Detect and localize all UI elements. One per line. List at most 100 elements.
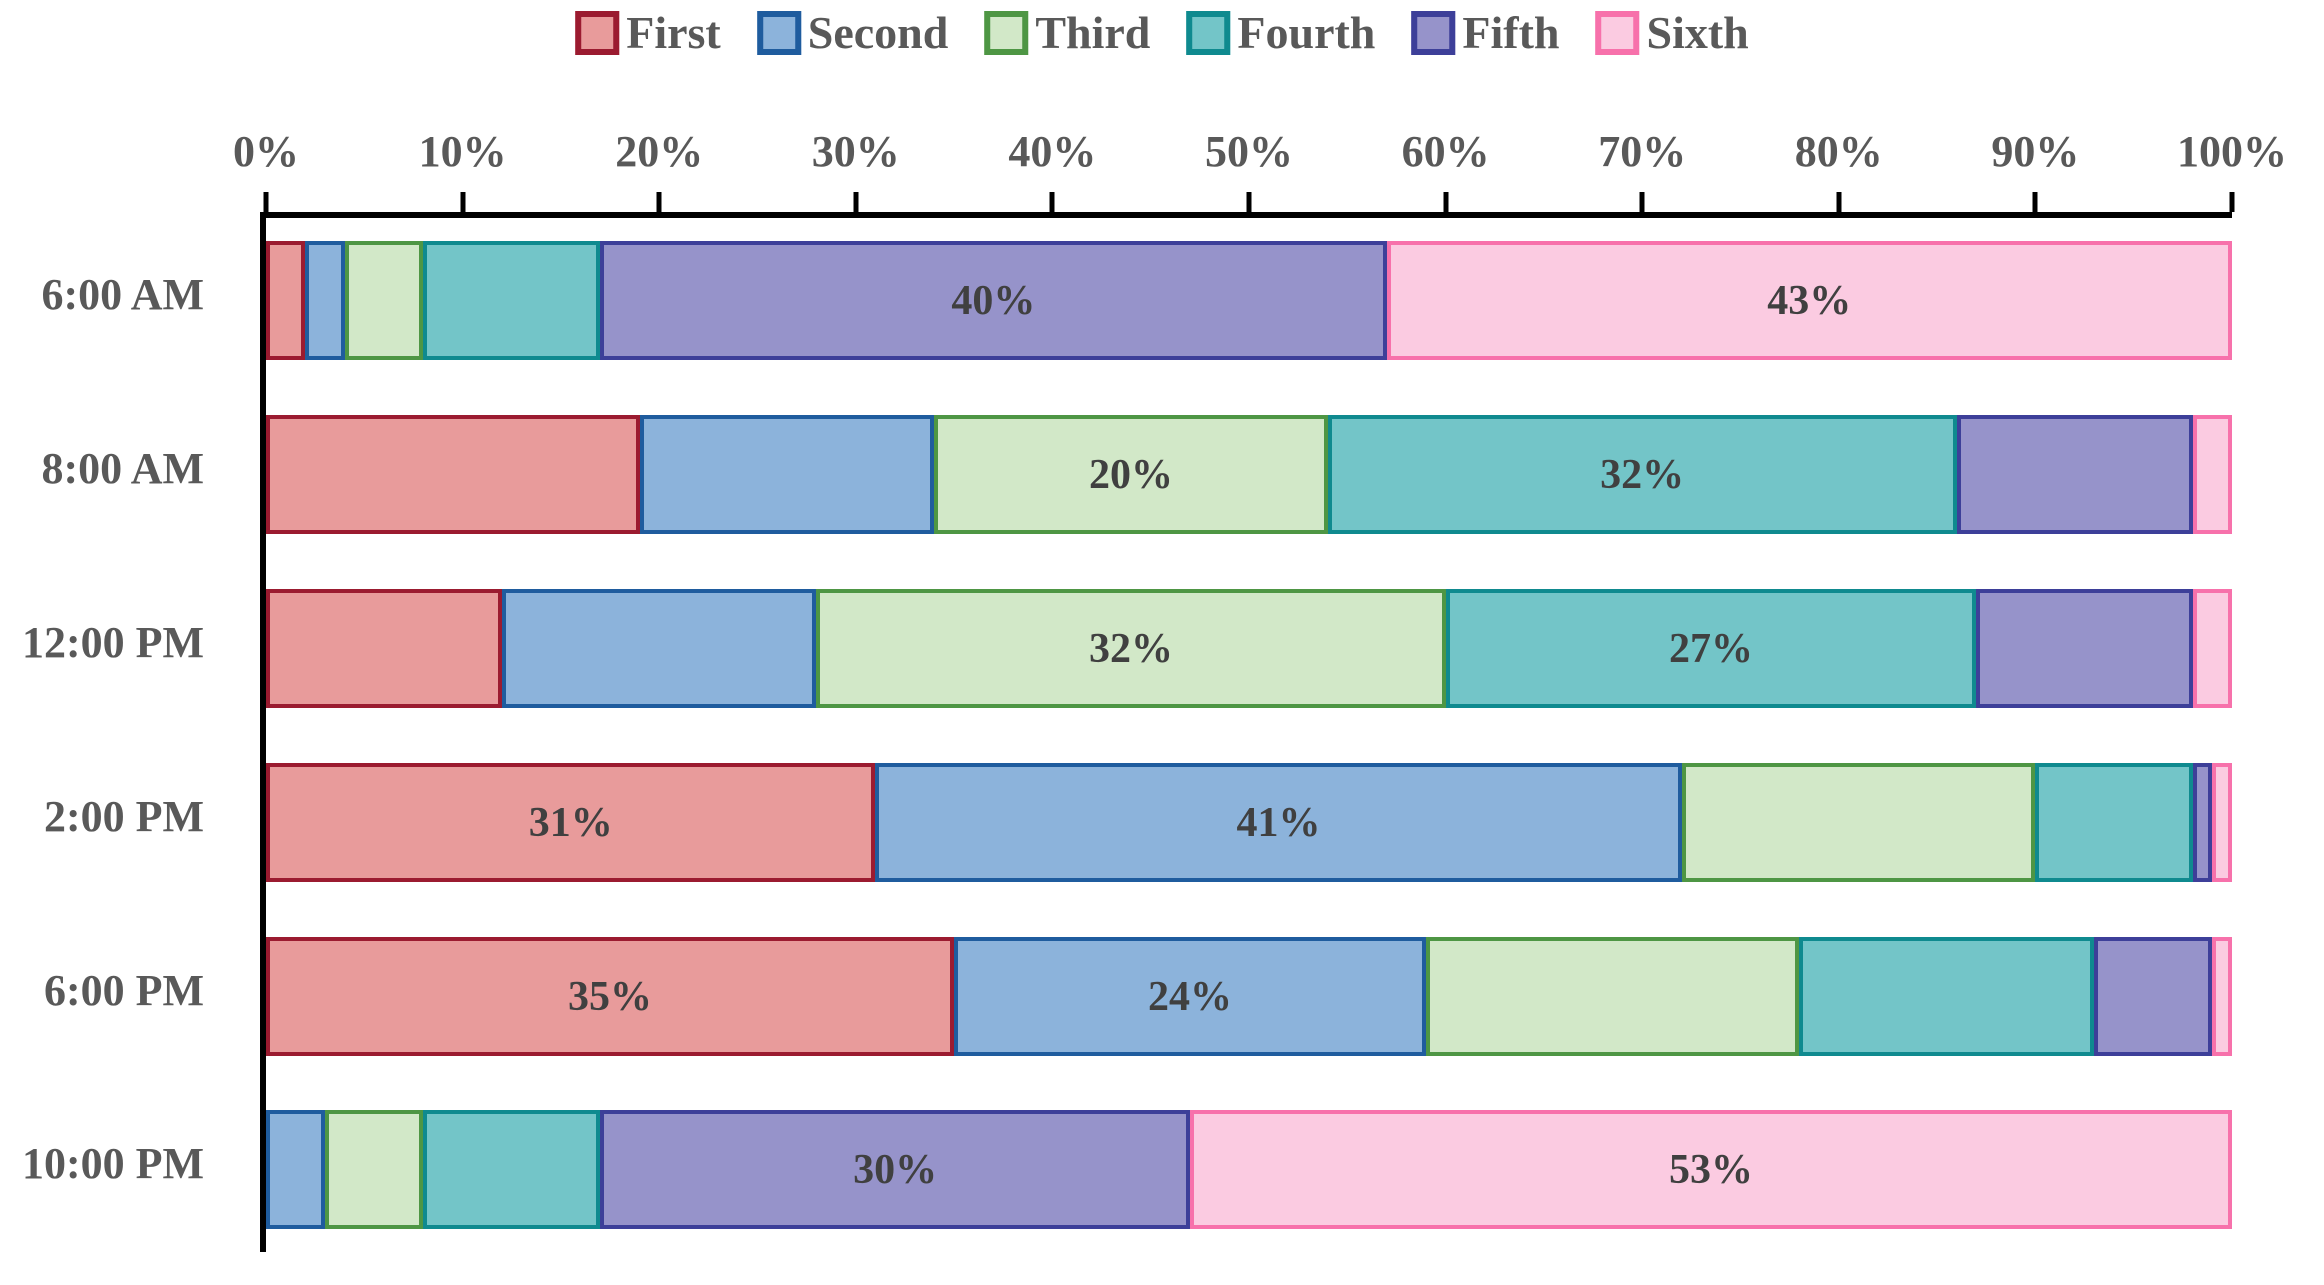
data-label-8-00-am-fourth: 32% xyxy=(1600,451,1685,498)
legend-swatch-first xyxy=(575,11,620,55)
bar-segment-6-00-pm-fourth xyxy=(1799,937,2095,1056)
legend-label-sixth: Sixth xyxy=(1646,7,1749,58)
bar-segment-10-00-pm-second xyxy=(266,1110,325,1229)
bar-row-10-00-pm: 30% 53% xyxy=(266,1110,2232,1229)
bar-segment-2-00-pm-first: 31% xyxy=(266,763,876,882)
bar-segment-2-00-pm-third xyxy=(1681,763,2036,882)
x-axis-tick-30- xyxy=(853,192,859,212)
x-axis-tick-100- xyxy=(2229,192,2235,212)
x-axis-tick-label-70-: 70% xyxy=(1598,127,1687,176)
bar-segment-8-00-am-third: 20% xyxy=(934,415,1328,534)
legend-item-third: Third xyxy=(984,10,1150,56)
y-axis-label-12-00-pm: 12:00 PM xyxy=(21,617,204,667)
x-axis-tick-label-0-: 0% xyxy=(233,127,299,176)
bar-segment-6-00-am-sixth: 43% xyxy=(1386,241,2232,360)
bar-row-6-00-pm: 35% 24% xyxy=(266,937,2232,1056)
data-label-8-00-am-third: 20% xyxy=(1089,451,1174,498)
bar-segment-10-00-pm-third xyxy=(324,1110,424,1229)
data-label-6-00-pm-second: 24% xyxy=(1148,973,1232,1020)
bar-segment-6-00-am-second xyxy=(305,241,345,360)
bar-segment-6-00-am-first xyxy=(266,241,306,360)
bar-segment-2-00-pm-fourth xyxy=(2035,763,2193,882)
x-axis-tick-80- xyxy=(1836,192,1842,212)
data-label-6-00-pm-first: 35% xyxy=(568,973,653,1020)
x-axis-tick-label-60-: 60% xyxy=(1401,127,1490,176)
bar-segment-6-00-pm-second: 24% xyxy=(954,937,1426,1056)
x-axis-tick-label-90-: 90% xyxy=(1991,127,2080,176)
x-axis-tick-20- xyxy=(656,192,662,212)
bar-row-12-00-pm: 32% 27% xyxy=(266,589,2232,708)
x-axis-tick-40- xyxy=(1049,192,1055,212)
bar-segment-8-00-am-sixth xyxy=(2192,415,2232,534)
x-axis-tick-label-40-: 40% xyxy=(1008,127,1097,176)
x-axis-tick-0- xyxy=(263,192,269,212)
bar-segment-6-00-pm-third xyxy=(1425,937,1800,1056)
legend-swatch-fourth xyxy=(1186,11,1231,55)
bar-segment-8-00-am-second xyxy=(639,415,935,534)
x-axis-tick-label-10-: 10% xyxy=(418,127,507,176)
y-axis-label-2-00-pm: 2:00 PM xyxy=(43,791,204,841)
bar-segment-12-00-pm-third: 32% xyxy=(816,589,1446,708)
bar-segment-12-00-pm-fifth xyxy=(1976,589,2193,708)
x-axis-tick-10- xyxy=(460,192,466,212)
y-axis-label-6-00-am: 6:00 AM xyxy=(41,269,204,319)
bar-segment-12-00-pm-fourth: 27% xyxy=(1445,589,1977,708)
x-axis-tick-60- xyxy=(1443,192,1449,212)
legend-swatch-sixth xyxy=(1595,11,1640,55)
bar-segment-12-00-pm-second xyxy=(501,589,817,708)
data-label-2-00-pm-first: 31% xyxy=(528,799,613,846)
bar-segment-2-00-pm-fifth xyxy=(2192,763,2213,882)
chart-legend: First Second Third Fourth Fifth Sixth xyxy=(575,10,1749,56)
legend-label-second: Second xyxy=(807,7,949,58)
x-axis-tick-label-100-: 100% xyxy=(2177,127,2287,176)
y-axis-label-6-00-pm: 6:00 PM xyxy=(43,965,204,1015)
legend-label-fourth: Fourth xyxy=(1237,7,1376,58)
bar-segment-10-00-pm-fourth xyxy=(423,1110,601,1229)
y-axis-category-labels: 6:00 AM 8:00 AM 12:00 PM 2:00 PM 6:00 PM 10:0… xyxy=(0,212,232,1252)
x-axis-tick-50- xyxy=(1246,192,1252,212)
legend-item-sixth: Sixth xyxy=(1595,7,1749,58)
bar-segment-10-00-pm-fifth: 30% xyxy=(600,1110,1190,1229)
data-label-12-00-pm-third: 32% xyxy=(1089,625,1173,672)
data-label-10-00-pm-fifth: 30% xyxy=(853,1146,938,1193)
bar-segment-6-00-pm-first: 35% xyxy=(266,937,955,1056)
bar-segment-12-00-pm-sixth xyxy=(2192,589,2232,708)
bar-segment-10-00-pm-sixth: 53% xyxy=(1190,1110,2232,1229)
legend-item-first: First xyxy=(575,10,721,56)
bar-segment-8-00-am-first xyxy=(266,415,640,534)
x-axis-tick-label-50-: 50% xyxy=(1205,127,1293,176)
data-label-2-00-pm-second: 41% xyxy=(1236,799,1321,846)
bar-row-8-00-am: 20% 32% xyxy=(266,415,2232,534)
x-axis-tick-label-80-: 80% xyxy=(1794,127,1883,176)
bar-segment-2-00-pm-sixth xyxy=(2212,763,2232,882)
bar-segment-8-00-am-fourth: 32% xyxy=(1327,415,1957,534)
legend-item-second: Second xyxy=(756,7,949,58)
bar-segment-6-00-pm-fifth xyxy=(2094,937,2213,1056)
bar-segment-12-00-pm-first xyxy=(266,589,502,708)
bar-segment-6-00-pm-sixth xyxy=(2212,937,2232,1056)
legend-swatch-third xyxy=(984,11,1029,55)
legend-swatch-second xyxy=(756,11,801,55)
legend-label-third: Third xyxy=(1035,7,1151,58)
data-label-12-00-pm-fourth: 27% xyxy=(1668,625,1753,672)
bar-segment-6-00-am-third xyxy=(344,241,424,360)
legend-item-fourth: Fourth xyxy=(1186,10,1375,56)
data-label-6-00-am-fifth: 40% xyxy=(951,277,1036,324)
data-label-6-00-am-sixth: 43% xyxy=(1767,277,1852,324)
bar-segment-8-00-am-fifth xyxy=(1956,415,2193,534)
y-axis-label-10-00-pm: 10:00 PM xyxy=(21,1138,204,1188)
plot-area: 0% 10% 20% 30% 40% 50% 60% 70% 80% 90% 100% 40% 43% 2… xyxy=(233,130,2287,1252)
x-axis-tick-90- xyxy=(2032,192,2038,212)
x-axis-tick-label-20-: 20% xyxy=(615,127,704,176)
bar-segment-6-00-am-fourth xyxy=(423,241,601,360)
y-axis-label-8-00-am: 8:00 AM xyxy=(41,443,204,493)
legend-label-fifth: Fifth xyxy=(1462,7,1560,58)
legend-label-first: First xyxy=(626,7,721,58)
x-axis-tick-label-30-: 30% xyxy=(811,127,900,176)
bar-row-6-00-am: 40% 43% xyxy=(266,241,2232,360)
legend-item-fifth: Fifth xyxy=(1411,7,1560,58)
legend-swatch-fifth xyxy=(1411,11,1456,55)
data-label-10-00-pm-sixth: 53% xyxy=(1668,1146,1753,1193)
bar-segment-2-00-pm-second: 41% xyxy=(875,763,1682,882)
